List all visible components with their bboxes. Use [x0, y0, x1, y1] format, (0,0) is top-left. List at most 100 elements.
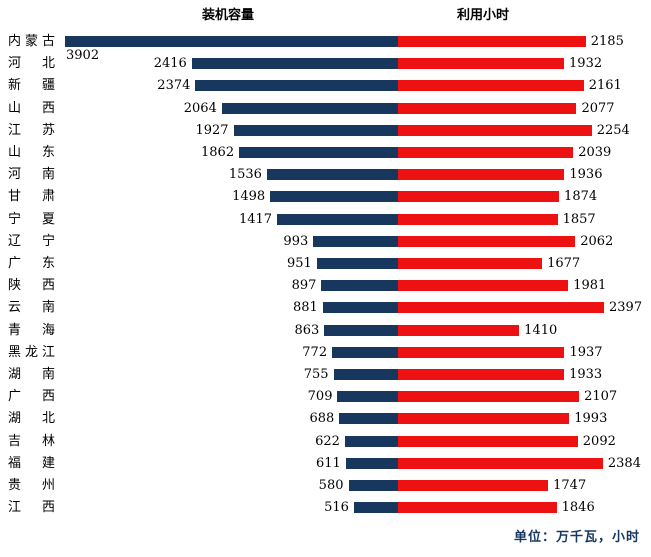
hours-value: 2185	[590, 34, 624, 49]
capacity-bar	[337, 391, 398, 403]
capacity-value: 1417	[238, 211, 273, 227]
hours-value: 2062	[580, 233, 614, 249]
category-label: 江西	[8, 500, 55, 516]
category-label: 吉林	[8, 433, 55, 449]
hours-bar	[398, 235, 576, 247]
right-series-title: 利用小时	[456, 8, 509, 23]
hours-bar	[398, 413, 570, 425]
capacity-value: 881	[292, 300, 318, 316]
category-label: 甘肃	[8, 189, 55, 205]
category-label: 广西	[8, 389, 55, 405]
hours-bar	[398, 169, 565, 181]
capacity-value: 1927	[195, 122, 229, 138]
capacity-bar	[316, 258, 398, 269]
capacity-bar	[332, 346, 398, 358]
hours-value: 1933	[569, 367, 603, 382]
hours-value: 1857	[562, 211, 596, 227]
capacity-value: 755	[303, 367, 329, 382]
hours-bar	[398, 346, 565, 358]
capacity-value: 709	[307, 389, 333, 405]
unit-note: 单位：万千瓦，小时	[513, 530, 640, 545]
hours-value: 1846	[561, 500, 595, 516]
capacity-bar	[324, 324, 398, 336]
category-label: 青海	[8, 322, 55, 338]
hours-bar	[398, 124, 592, 136]
capacity-bar	[239, 147, 398, 158]
category-label: 山西	[8, 100, 55, 116]
hours-value: 1410	[524, 322, 558, 338]
hours-bar	[398, 147, 574, 158]
capacity-value: 611	[316, 455, 341, 471]
capacity-bar	[191, 58, 398, 70]
capacity-value: 622	[315, 433, 340, 449]
hours-bar	[398, 302, 604, 314]
left-series-title: 装机容量	[201, 8, 254, 23]
capacity-bar	[348, 480, 398, 491]
category-label: 河北	[8, 56, 55, 72]
hours-bar	[398, 213, 558, 225]
capacity-value: 516	[324, 500, 349, 516]
capacity-value: 772	[302, 344, 328, 360]
capacity-value: 951	[287, 256, 312, 271]
category-label: 云南	[8, 300, 55, 316]
hours-value: 1747	[553, 478, 587, 493]
category-label: 宁夏	[8, 211, 55, 227]
hours-value: 2397	[609, 300, 643, 316]
hours-bar	[398, 391, 580, 403]
hours-bar	[398, 457, 603, 469]
hours-value: 2384	[607, 455, 641, 471]
category-label: 新疆	[8, 78, 55, 94]
hours-value: 1993	[574, 411, 608, 427]
category-label: 广东	[8, 256, 55, 271]
capacity-value: 863	[294, 322, 320, 338]
hours-value: 2039	[578, 145, 612, 160]
hours-value: 1677	[547, 256, 581, 271]
capacity-bar	[270, 191, 398, 203]
capacity-value: 2374	[157, 78, 191, 94]
hours-value: 1981	[573, 278, 607, 294]
capacity-bar	[344, 435, 398, 447]
capacity-bar	[277, 213, 398, 225]
hours-value: 1936	[569, 167, 603, 183]
hours-bar	[398, 58, 565, 70]
hours-bar	[398, 369, 565, 380]
hours-value: 1874	[564, 189, 598, 205]
capacity-bar	[313, 235, 398, 247]
hours-value: 2161	[588, 78, 622, 94]
capacity-value: 993	[283, 233, 309, 249]
hours-value: 2107	[584, 389, 618, 405]
hours-bar	[398, 36, 586, 47]
capacity-value: 1498	[232, 189, 266, 205]
hours-bar	[398, 80, 584, 92]
capacity-value: 897	[291, 278, 317, 294]
category-label: 陕西	[8, 278, 55, 294]
capacity-bar	[353, 502, 398, 514]
hours-bar	[398, 102, 577, 114]
hours-value: 1932	[569, 56, 603, 72]
hours-bar	[398, 258, 543, 269]
capacity-bar	[333, 369, 398, 380]
category-label: 福建	[8, 455, 55, 471]
hours-bar	[398, 324, 520, 336]
category-label: 湖南	[8, 367, 55, 382]
capacity-value: 580	[318, 478, 344, 493]
capacity-bar	[321, 280, 398, 292]
capacity-value: 1536	[228, 167, 262, 183]
capacity-bar	[233, 124, 398, 136]
capacity-bar	[322, 302, 398, 314]
hours-value: 2092	[582, 433, 616, 449]
category-label: 黑龙江	[8, 344, 55, 360]
category-label: 湖北	[8, 411, 55, 427]
category-label: 贵州	[8, 478, 55, 493]
capacity-bar	[345, 457, 398, 469]
category-label: 山东	[8, 145, 55, 160]
category-label: 内蒙古	[8, 34, 55, 49]
capacity-bar	[266, 169, 398, 181]
capacity-bar	[221, 102, 398, 114]
category-label: 河南	[8, 167, 55, 183]
hours-bar	[398, 435, 578, 447]
capacity-value: 3902	[66, 48, 100, 63]
category-label: 江苏	[8, 122, 55, 138]
